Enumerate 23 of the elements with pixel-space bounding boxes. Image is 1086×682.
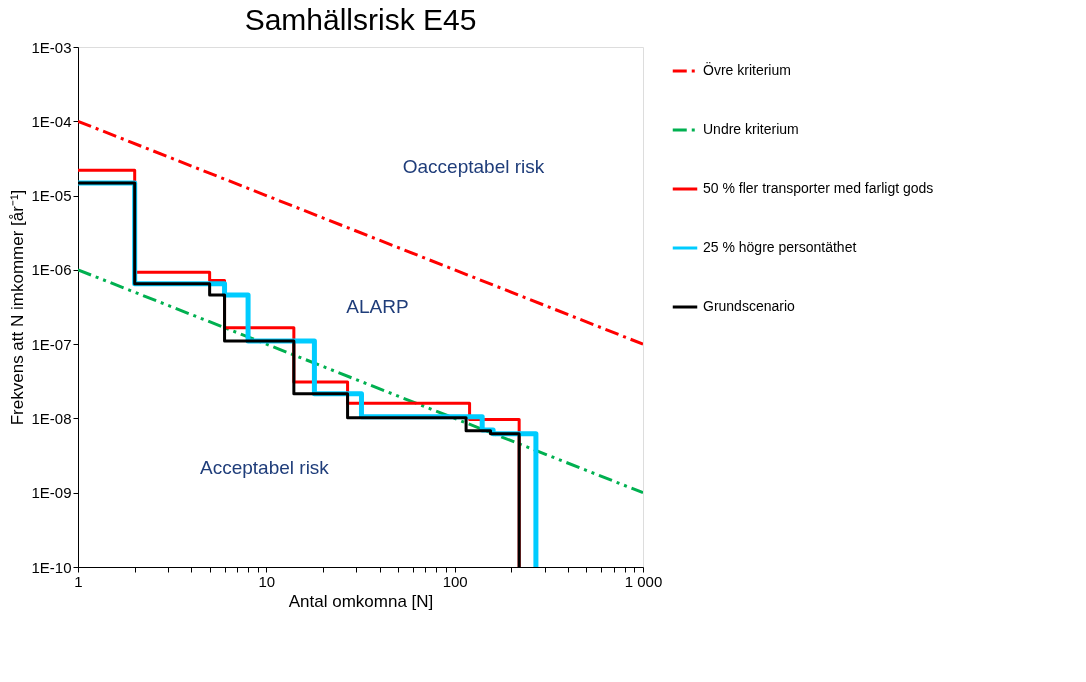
- legend-label: Undre kriterium: [703, 121, 799, 137]
- y-tick-label: 1E-08: [31, 409, 72, 427]
- legend-label: 25 % högre persontäthet: [703, 239, 857, 255]
- y-tick-label: 1E-04: [31, 112, 72, 130]
- x-tick-label: 10: [258, 572, 276, 590]
- legend-label: Övre kriterium: [703, 61, 791, 78]
- annotation: Acceptabel risk: [200, 457, 330, 479]
- y-tick-label: 1E-09: [31, 484, 72, 502]
- x-tick-label: 100: [442, 572, 468, 590]
- x-tick-label: 1 000: [624, 572, 663, 590]
- annotation: Oacceptabel risk: [402, 155, 545, 177]
- x-axis-title: Antal omkomna [N]: [288, 591, 434, 611]
- legend-label: Grundscenario: [703, 298, 796, 314]
- y-tick-label: 1E-05: [31, 187, 72, 205]
- y-tick-label: 1E-03: [31, 38, 72, 56]
- y-tick-label: 1E-10: [31, 558, 72, 576]
- legend-label: 50 % fler transporter med farligt gods: [703, 180, 934, 196]
- chart-title: Samhällsrisk E45: [244, 3, 477, 36]
- x-tick-label: 1: [74, 572, 83, 590]
- annotation: ALARP: [346, 296, 409, 317]
- y-tick-label: 1E-06: [31, 261, 72, 279]
- y-axis-title: Frekvens att N imkommer [år⁻¹]: [8, 189, 28, 426]
- y-tick-label: 1E-07: [31, 335, 72, 353]
